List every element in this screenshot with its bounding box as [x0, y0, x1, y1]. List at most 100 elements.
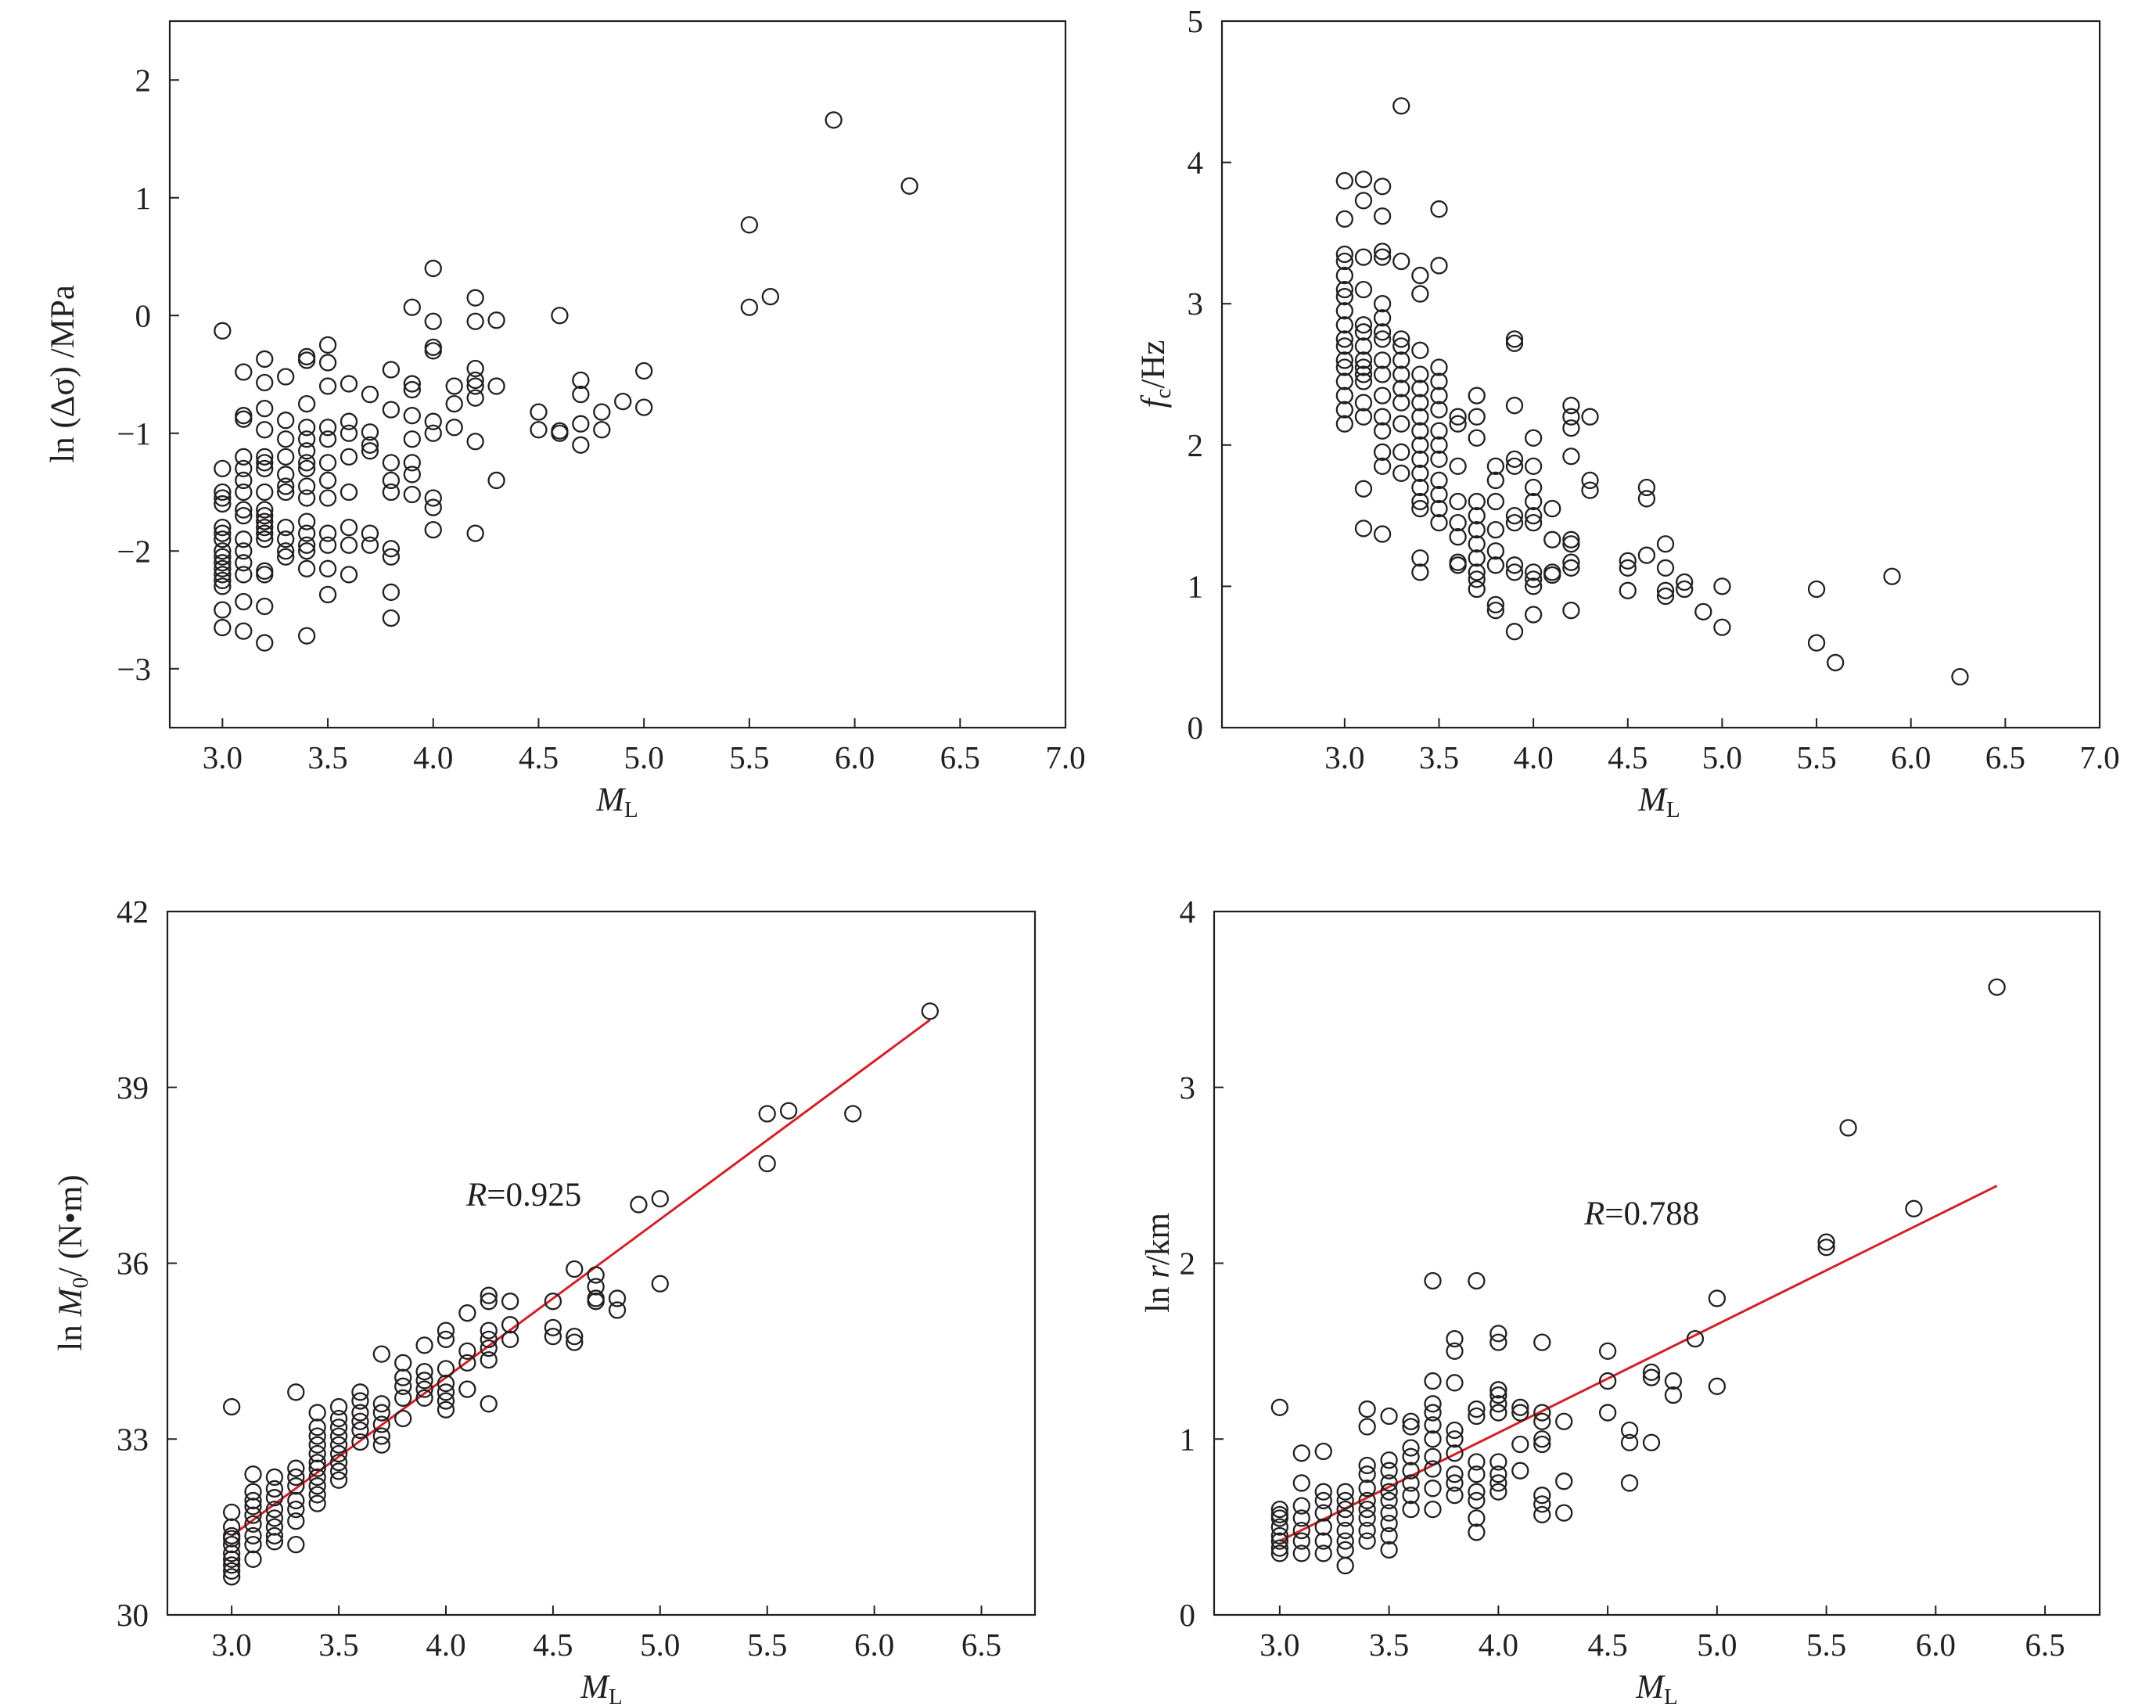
data-point	[1505, 563, 1524, 581]
y-axis-label: ln M0/ (N•m)	[52, 1174, 93, 1350]
scatter-points	[1270, 978, 2006, 1575]
data-point	[1468, 521, 1486, 539]
data-point	[572, 385, 590, 404]
data-point	[1270, 1526, 1289, 1545]
data-point	[361, 442, 379, 460]
data-point	[415, 1362, 433, 1381]
data-point	[222, 1562, 241, 1580]
data-point	[1951, 667, 1969, 686]
data-point	[277, 412, 295, 430]
data-point	[1392, 351, 1410, 369]
data-point	[487, 471, 505, 490]
data-point	[256, 597, 274, 616]
data-point	[1402, 1418, 1420, 1436]
data-point	[244, 1550, 262, 1568]
y-label-rest: /Hz	[1135, 340, 1172, 389]
data-point	[445, 377, 463, 395]
scatter-points	[1335, 97, 1969, 686]
data-point	[287, 1477, 305, 1495]
data-point	[1637, 546, 1656, 564]
data-point	[1524, 457, 1543, 476]
data-point	[1486, 542, 1505, 560]
data-point	[415, 1336, 433, 1354]
data-point	[1619, 552, 1637, 570]
data-point	[1358, 1491, 1376, 1510]
data-point	[1581, 408, 1599, 426]
data-point	[1354, 323, 1373, 341]
data-point	[244, 1491, 262, 1510]
fit-line	[231, 1019, 931, 1537]
x-tick-label: 6.0	[1891, 739, 1931, 775]
data-point	[1446, 1474, 1464, 1492]
data-point	[308, 1477, 326, 1495]
data-point	[287, 1468, 305, 1487]
data-point	[1402, 1412, 1420, 1430]
x-tick-label: 3.5	[1419, 739, 1459, 775]
data-point	[382, 361, 401, 379]
annotation-value: =0.788	[1604, 1196, 1699, 1232]
y-tick-label: 33	[117, 1421, 149, 1457]
data-point	[1358, 1418, 1376, 1436]
axis-ticks: 3.0 3.5 4.0 4.5 5.0 5.5 6.0 6.5 7.0 −3 −2 −1 0 1 2	[117, 62, 1085, 775]
y-tick-label: 3	[1180, 1070, 1196, 1106]
data-point	[214, 483, 232, 502]
data-point	[1354, 316, 1373, 334]
data-point	[1373, 178, 1392, 196]
data-point	[265, 1533, 284, 1551]
data-point	[340, 424, 358, 442]
data-point	[1335, 337, 1353, 355]
data-point	[235, 542, 253, 560]
data-point	[779, 1102, 798, 1120]
data-point	[1380, 1504, 1398, 1522]
data-point	[256, 448, 274, 466]
data-point	[466, 359, 484, 378]
data-point	[297, 512, 316, 530]
data-point	[1430, 200, 1448, 218]
data-point	[1562, 530, 1580, 548]
data-point	[614, 392, 632, 411]
data-point	[635, 398, 653, 416]
data-point	[318, 430, 337, 448]
y-tick-label: 0	[135, 297, 152, 333]
data-point	[351, 1433, 369, 1451]
data-point	[1392, 337, 1410, 355]
data-point	[572, 436, 590, 454]
data-point	[501, 1330, 519, 1349]
data-point	[351, 1421, 369, 1440]
data-point	[382, 583, 401, 602]
data-point	[235, 483, 253, 502]
y-axis-label: ln (Δσ) /MPa	[45, 285, 81, 463]
data-point	[1392, 330, 1410, 348]
y-tick-label: 2	[1180, 1246, 1196, 1282]
data-point	[1430, 513, 1448, 532]
data-point	[340, 536, 358, 554]
data-point	[740, 298, 759, 316]
data-point	[222, 1530, 241, 1548]
y-tick-label: −2	[117, 533, 151, 569]
data-point	[1511, 1462, 1529, 1480]
data-point	[256, 566, 274, 584]
data-point	[256, 421, 274, 439]
y-tick-label: 2	[1188, 427, 1204, 463]
fit-line-layer	[1279, 1185, 1998, 1542]
data-point	[1562, 419, 1580, 437]
data-point	[1598, 1342, 1617, 1361]
data-point	[1358, 1480, 1376, 1498]
x-axis-label: ML	[580, 1669, 623, 1708]
data-point	[1468, 563, 1486, 581]
data-point	[256, 524, 274, 542]
data-point	[1446, 1342, 1464, 1361]
data-point	[1424, 1395, 1442, 1413]
y-tick-label: 3	[1188, 286, 1204, 322]
x-tick-label: 5.0	[640, 1627, 680, 1663]
data-point	[1373, 330, 1392, 348]
data-point	[1446, 1465, 1464, 1483]
data-point	[1505, 334, 1524, 352]
data-point	[1292, 1544, 1310, 1562]
plot-frame	[1220, 20, 2101, 729]
data-point	[1354, 394, 1373, 412]
data-point	[1392, 252, 1410, 271]
data-point	[244, 1506, 262, 1524]
data-point	[587, 1266, 605, 1284]
data-point	[1468, 1271, 1486, 1290]
